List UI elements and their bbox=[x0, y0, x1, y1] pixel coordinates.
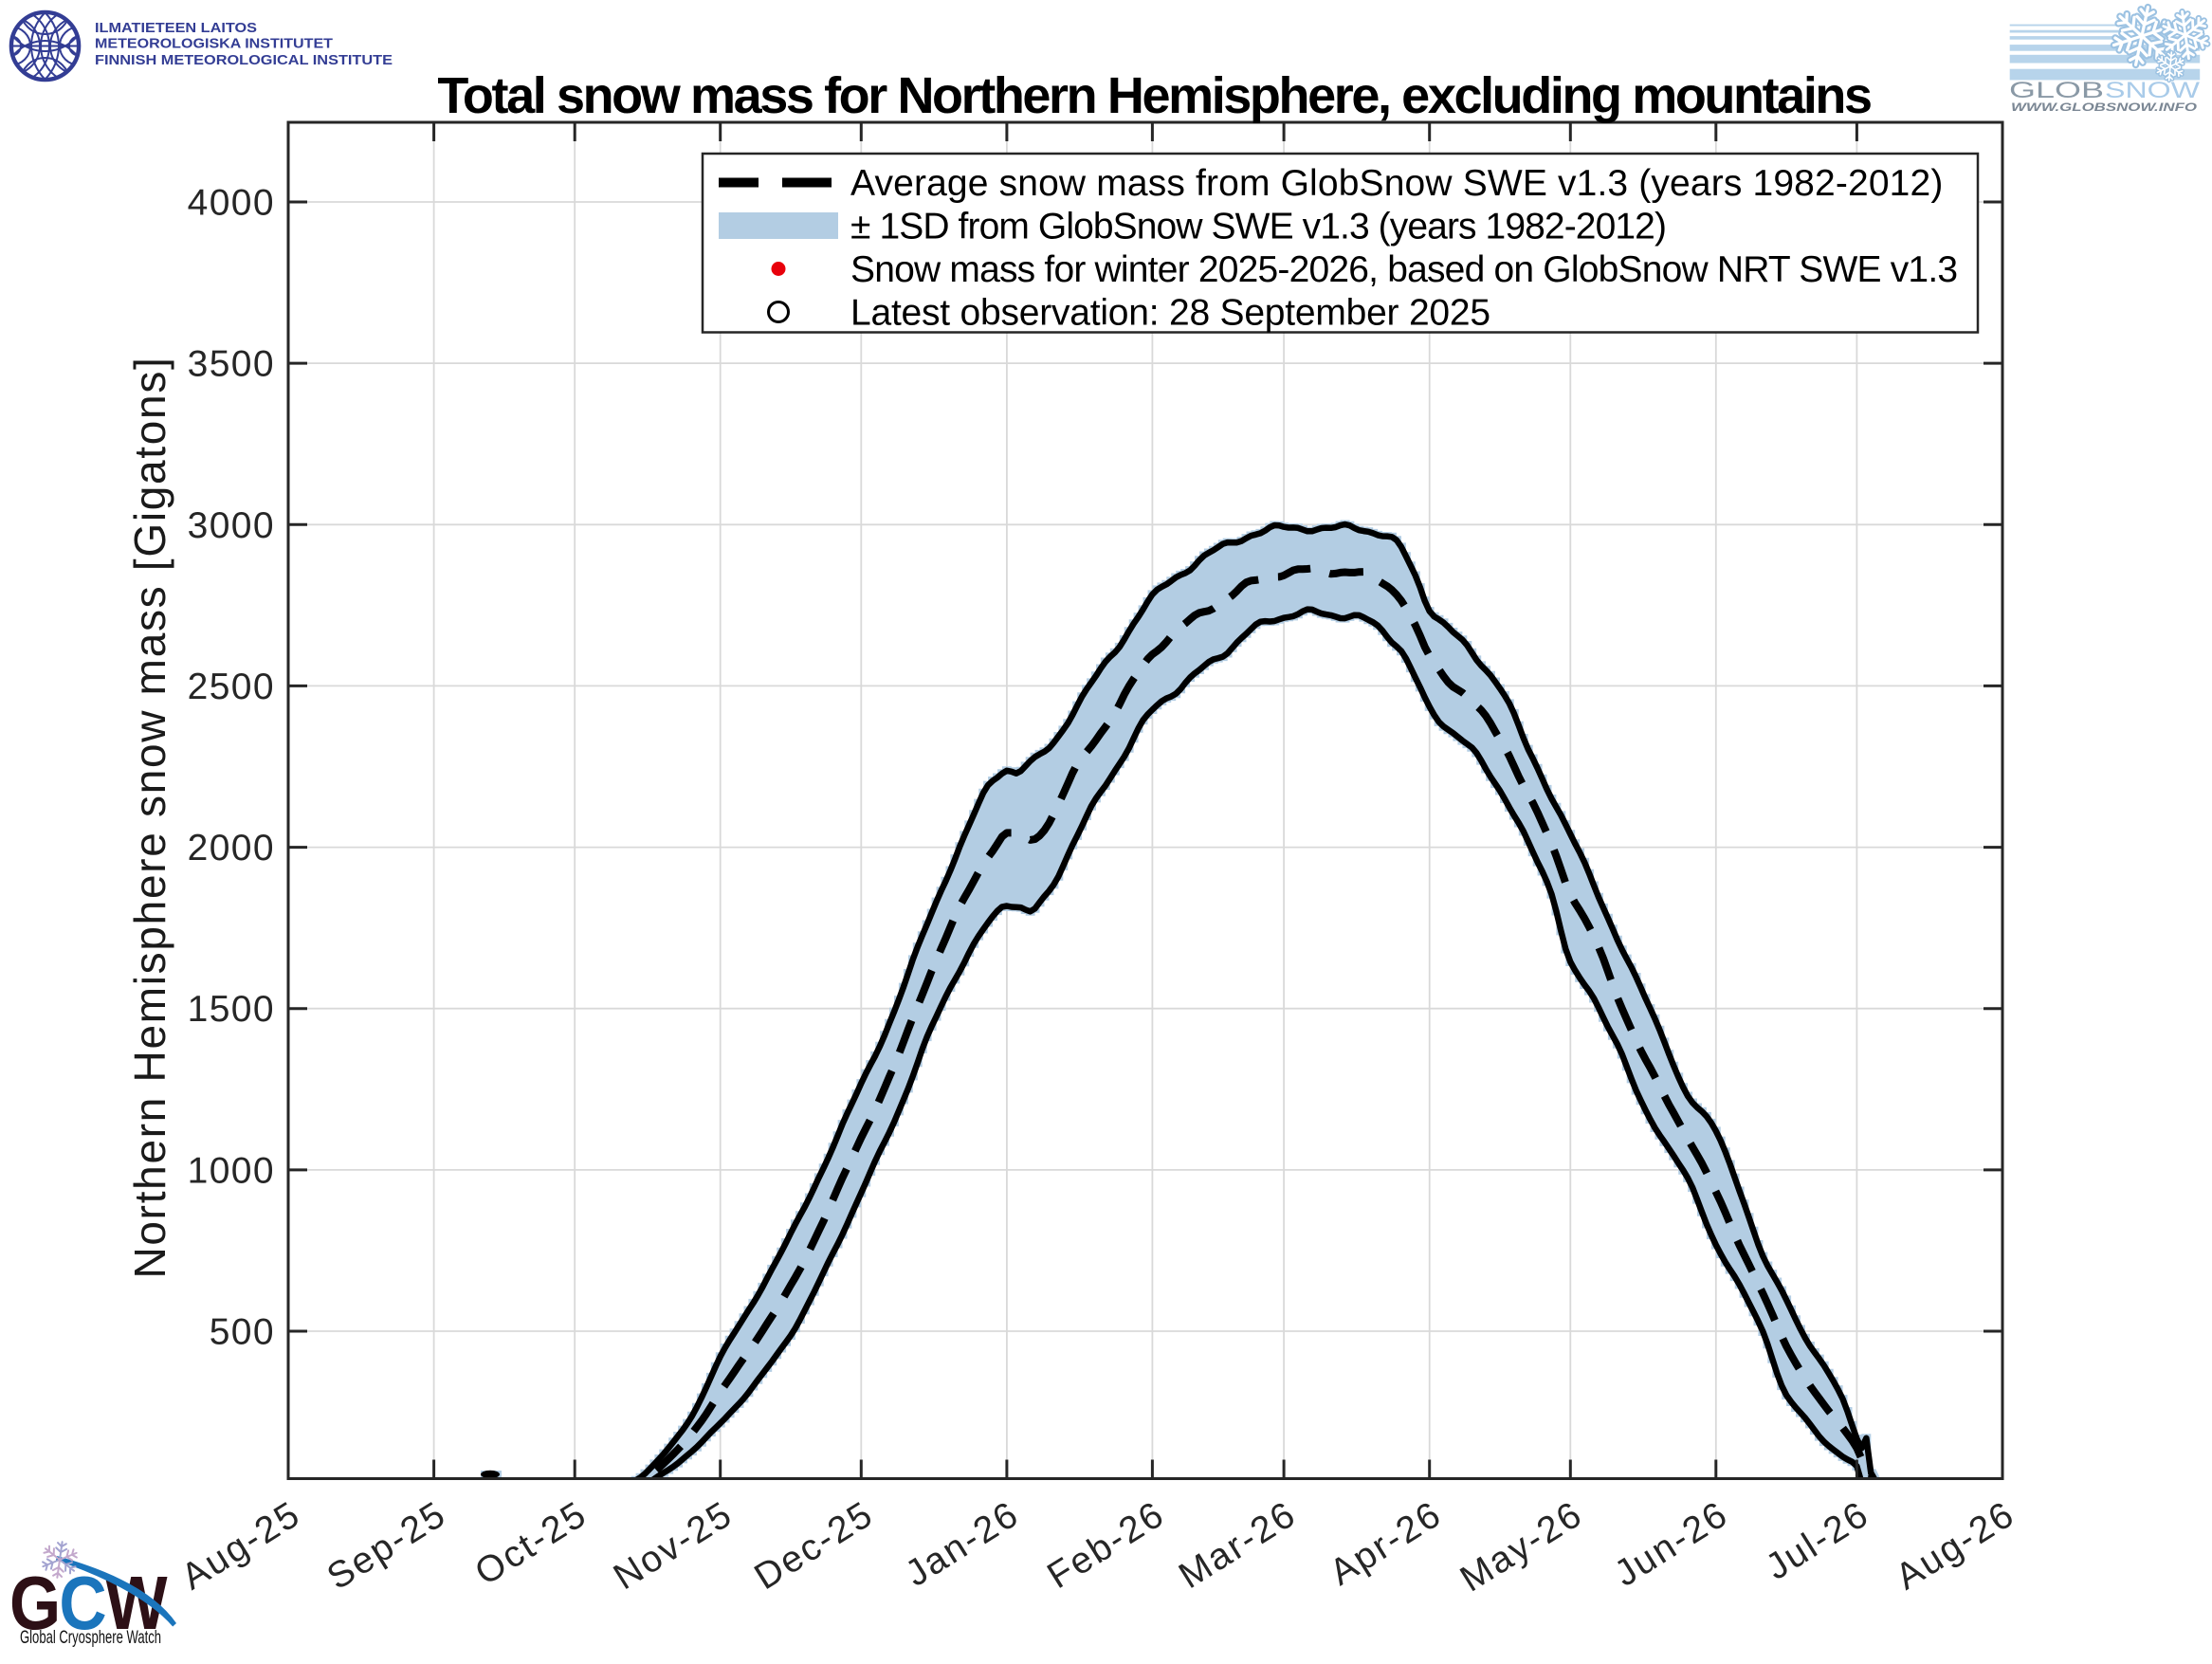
svg-text:2000: 2000 bbox=[188, 828, 275, 869]
svg-text:Northern Hemisphere snow mass: Northern Hemisphere snow mass [Gigatons] bbox=[125, 356, 174, 1278]
svg-text:SNOW: SNOW bbox=[2105, 78, 2200, 103]
svg-text:2500: 2500 bbox=[188, 667, 275, 707]
svg-text:Global Cryosphere Watch: Global Cryosphere Watch bbox=[20, 1627, 161, 1648]
svg-text:ILMATIETEEN LAITOS: ILMATIETEEN LAITOS bbox=[95, 21, 257, 36]
svg-text:Snow mass for winter 2025-2026: Snow mass for winter 2025-2026, based on… bbox=[850, 249, 1957, 290]
svg-text:FINNISH METEOROLOGICAL INSTITU: FINNISH METEOROLOGICAL INSTITUTE bbox=[95, 53, 393, 68]
svg-text:± 1SD from GlobSnow SWE v1.3 (: ± 1SD from GlobSnow SWE v1.3 (years 1982… bbox=[850, 207, 1666, 247]
svg-text:3500: 3500 bbox=[188, 344, 275, 385]
svg-text:1000: 1000 bbox=[188, 1150, 275, 1191]
svg-text:1500: 1500 bbox=[188, 989, 275, 1030]
svg-text:WWW.GLOBSNOW.INFO: WWW.GLOBSNOW.INFO bbox=[2011, 101, 2198, 114]
svg-text:METEOROLOGISKA INSTITUTET: METEOROLOGISKA INSTITUTET bbox=[95, 37, 333, 52]
svg-text:GLOB: GLOB bbox=[2009, 78, 2104, 103]
svg-text:Average snow mass from GlobSno: Average snow mass from GlobSnow SWE v1.3… bbox=[850, 163, 1944, 204]
svg-text:3000: 3000 bbox=[188, 505, 275, 546]
svg-text:4000: 4000 bbox=[188, 183, 275, 224]
svg-text:500: 500 bbox=[210, 1312, 275, 1353]
svg-text:Latest observation: 28 Septemb: Latest observation: 28 September 2025 bbox=[850, 293, 1490, 334]
svg-text:Total snow mass for Northern H: Total snow mass for Northern Hemisphere,… bbox=[437, 67, 1871, 124]
svg-text:GCW: GCW bbox=[9, 1560, 168, 1645]
